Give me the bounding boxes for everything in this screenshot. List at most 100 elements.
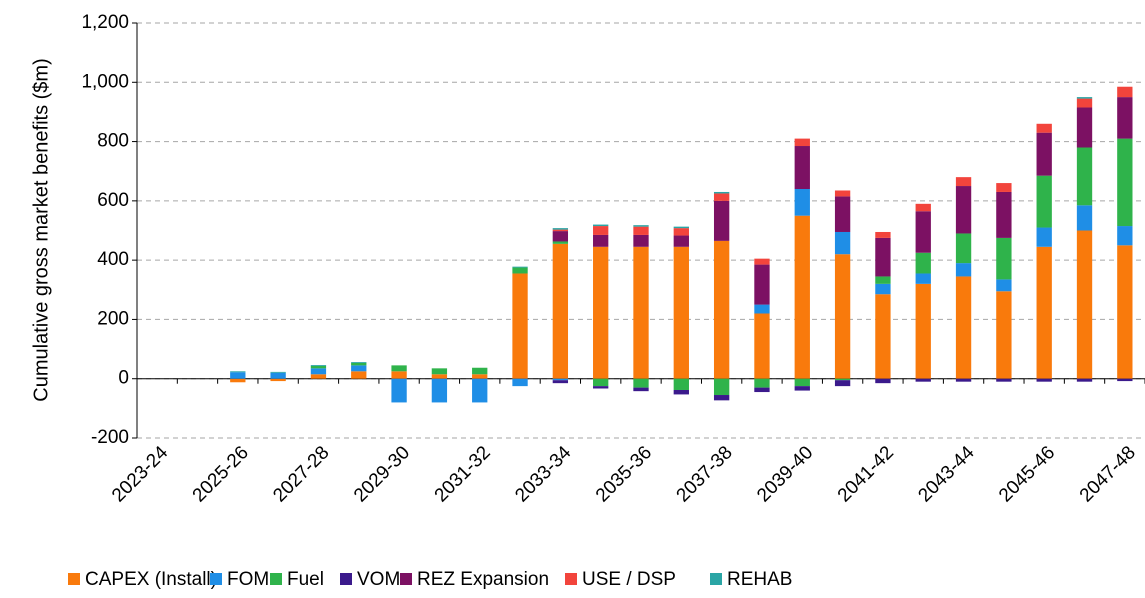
bar-segment [673,235,689,247]
bar-segment [1076,205,1093,231]
bar-segment [915,273,931,284]
bar-segment [552,231,569,242]
bar-segment [915,203,931,212]
y-tick-label: 800 [97,131,129,152]
bar-segment [1076,107,1093,148]
bar-segment [754,378,770,388]
y-tick-label: 200 [97,308,129,329]
bar-segment [673,389,689,395]
x-tick-label: 2033-34 [511,442,575,506]
bar-segment [472,367,488,375]
legend-label: VOM [357,569,400,590]
bar-segment [593,224,609,227]
bar-segment [996,191,1012,238]
y-tick-label: 1,200 [81,12,129,33]
bar-segment [270,371,286,373]
x-tick-label: 2041-42 [834,442,898,506]
bar-segment [230,371,246,373]
bar-segment [633,234,649,247]
bar-segment [754,264,770,305]
bar-segment [512,266,528,268]
bar-segment [633,225,649,227]
bar-segment [633,378,649,388]
legend-label: CAPEX (Install) [85,569,217,590]
bar-segment [270,378,286,382]
legend-swatch [400,573,412,585]
bar-segment [996,279,1012,292]
legend-label: REZ Expansion [417,569,549,590]
bar-segment [593,378,609,387]
legend-label: USE / DSP [582,569,676,590]
bar-segment [552,228,569,230]
bar-segment [1036,132,1052,176]
bar-segment [593,226,609,235]
legend-swatch [340,573,352,585]
bar-segment [875,231,891,238]
bar-segment [754,313,770,379]
bar-segment [391,371,407,379]
bar-segment [713,395,730,401]
bar-segment [673,228,689,236]
x-tick-label: 2029-30 [350,442,414,506]
bar-segment [310,368,327,375]
bar-segment [391,378,407,403]
bar-segment [794,138,810,147]
bar-segment [875,378,891,384]
bar-segment [1036,123,1052,133]
bar-segment [875,294,891,379]
bar-segment [794,189,810,216]
x-tick-label: 2039-40 [753,442,817,506]
bar-segment [552,378,569,381]
bar-segment [713,378,730,396]
y-axis-label: Cumulative gross market benefits ($m) [30,58,52,401]
bar-segment [1117,245,1133,379]
bar-segment [351,363,367,366]
x-tick-label: 2027-28 [269,442,333,506]
legend-swatch [270,573,282,585]
bar-segment [955,378,972,382]
x-tick-label: 2037-38 [673,442,737,506]
bar-segment [794,386,810,391]
bar-segment [794,215,810,379]
bar-segment [915,378,931,382]
legend-label: FOM [227,569,269,590]
bar-segment [472,374,488,379]
bar-segment [915,252,931,274]
bar-segment [834,254,851,379]
bar-segment [673,226,689,229]
bar-segment [431,368,448,375]
bar-segment [996,237,1012,280]
bar-segment [633,226,649,235]
bar-segment [593,246,609,379]
legend-swatch [710,573,722,585]
x-tick-label: 2023-24 [108,442,172,506]
bar-segment [270,372,286,379]
bar-segment [310,365,327,366]
y-tick-label: 0 [118,368,129,389]
bar-segment [915,211,931,253]
bar-segment [552,380,569,384]
bar-segment [834,380,851,387]
bar-segment [391,365,407,372]
x-tick-label: 2035-36 [592,442,656,506]
bar-segment [1076,98,1093,108]
bar-segment [955,186,972,234]
bar-segment [230,378,246,383]
bar-segment [512,273,528,379]
y-tick-label: 400 [97,249,129,270]
bar-segment [915,283,931,379]
bar-segment [431,378,448,403]
legend-label: REHAB [727,569,792,590]
bar-segment [713,200,730,241]
bar-segment [794,146,810,189]
bar-segment [230,372,246,379]
bar-segment [552,229,569,232]
bar-segment [713,240,730,379]
bar-segment [1076,97,1093,99]
bar-segment [955,276,972,379]
bar-segment [351,365,367,372]
bar-segment [1117,138,1133,227]
bar-segment [834,190,851,197]
y-tick-label: 600 [97,190,129,211]
